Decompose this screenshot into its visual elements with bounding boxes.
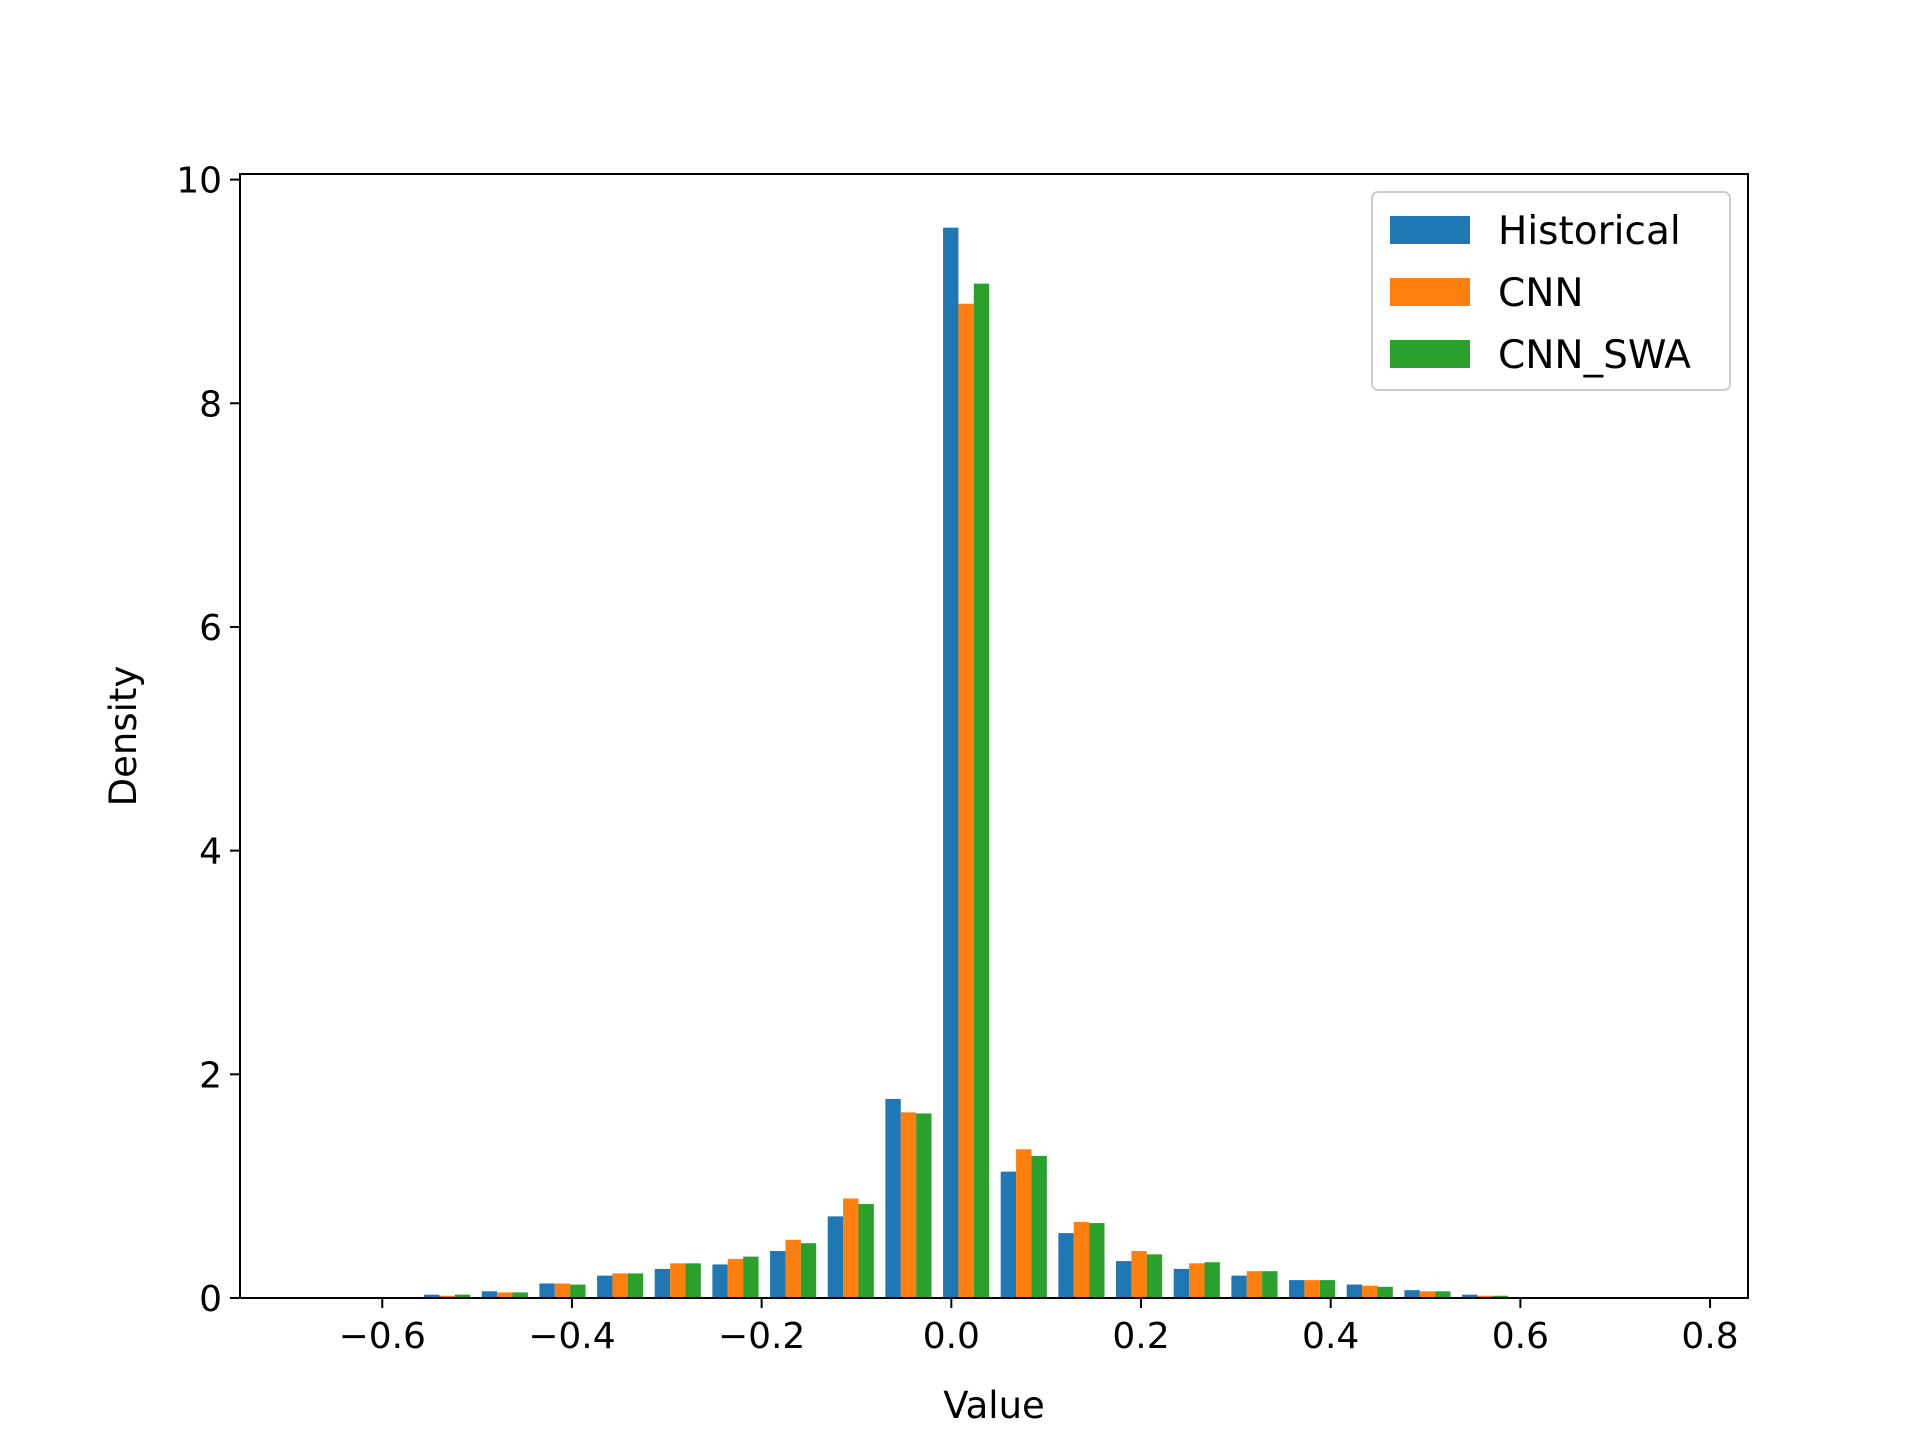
bar-historical [1000, 1171, 1017, 1298]
bar-historical [597, 1275, 613, 1298]
legend-swatch [1390, 340, 1470, 368]
bar-cnn [612, 1273, 628, 1298]
x-tick-label: 0.6 [1492, 1316, 1549, 1357]
legend-swatch [1390, 278, 1470, 306]
x-axis-label: Value [943, 1384, 1045, 1427]
x-tick-label: 0.0 [923, 1316, 980, 1357]
legend-label: CNN_SWA [1498, 333, 1691, 378]
bar-cnn-swa [685, 1263, 701, 1298]
bar-cnn [785, 1239, 801, 1298]
bar-cnn [900, 1112, 917, 1298]
bar-historical [1462, 1294, 1478, 1298]
bar-cnn [1131, 1251, 1147, 1298]
bar-cnn [497, 1292, 513, 1298]
bar-cnn-swa [1031, 1155, 1047, 1298]
bar-cnn-swa [743, 1256, 759, 1298]
y-tick-label: 6 [199, 608, 222, 649]
bar-cnn-swa [1377, 1286, 1393, 1298]
bar-cnn-swa [570, 1284, 586, 1298]
bar-cnn [1073, 1221, 1090, 1298]
legend: Historical CNN CNN_SWA [1371, 191, 1731, 391]
bar-historical [770, 1251, 786, 1298]
bar-cnn [439, 1295, 455, 1298]
bar-cnn [958, 303, 974, 1298]
bar-historical [424, 1294, 440, 1298]
bar-historical [1231, 1275, 1247, 1298]
x-tick-label: −0.2 [718, 1316, 805, 1357]
bar-cnn [670, 1263, 686, 1298]
bar-historical [539, 1283, 555, 1298]
bar-historical [654, 1268, 671, 1298]
legend-label: CNN [1498, 271, 1584, 316]
bar-historical [1346, 1284, 1363, 1298]
bar-historical [827, 1216, 844, 1298]
bar-cnn-swa [1435, 1291, 1451, 1298]
bar-cnn [554, 1283, 571, 1298]
plot-frame [239, 173, 1749, 1299]
bar-cnn-swa [1319, 1280, 1336, 1298]
bar-cnn-swa [454, 1294, 471, 1298]
bar-historical [481, 1291, 498, 1298]
bar-historical [1289, 1280, 1305, 1298]
bar-historical [943, 227, 959, 1299]
x-tick-label: 0.4 [1302, 1316, 1359, 1357]
bar-cnn-swa [1204, 1262, 1220, 1298]
x-tick-label: 0.2 [1112, 1316, 1169, 1357]
bar-cnn [843, 1198, 859, 1298]
bar-cnn [1419, 1291, 1436, 1298]
bar-cnn-swa [973, 283, 990, 1299]
bar-historical [1404, 1290, 1420, 1298]
legend-label: Historical [1498, 209, 1681, 254]
y-tick-label: 4 [199, 832, 222, 873]
bar-cnn-swa [858, 1204, 874, 1298]
bar-cnn [727, 1258, 744, 1298]
bar-historical [1058, 1233, 1074, 1298]
bar-cnn-swa [1492, 1295, 1509, 1298]
bar-historical [885, 1098, 901, 1298]
y-tick-label: 10 [176, 161, 222, 202]
bar-historical [712, 1264, 728, 1298]
y-tick-label: 8 [199, 384, 222, 425]
legend-swatch [1390, 216, 1470, 244]
bar-cnn-swa [800, 1243, 817, 1298]
bar-cnn-swa [1146, 1254, 1163, 1298]
bar-cnn [1304, 1280, 1320, 1298]
bar-historical [1116, 1261, 1132, 1298]
bar-cnn [1362, 1285, 1378, 1298]
y-tick-label: 2 [199, 1055, 222, 1096]
x-tick-label: −0.4 [528, 1316, 615, 1357]
bar-historical [1173, 1268, 1190, 1298]
x-tick-label: 0.8 [1681, 1316, 1738, 1357]
y-axis-label: Density [102, 666, 145, 807]
bar-cnn [1189, 1263, 1205, 1298]
bar-cnn [1016, 1149, 1032, 1298]
bar-cnn-swa [512, 1292, 528, 1298]
x-tick-label: −0.6 [339, 1316, 426, 1357]
y-tick-label: 0 [199, 1279, 222, 1320]
bar-cnn-swa [1089, 1223, 1105, 1298]
bar-cnn [1477, 1295, 1493, 1298]
bar-cnn-swa [1262, 1271, 1278, 1298]
bar-cnn-swa [627, 1273, 644, 1298]
bar-cnn [1246, 1271, 1263, 1298]
bar-cnn-swa [916, 1113, 932, 1298]
